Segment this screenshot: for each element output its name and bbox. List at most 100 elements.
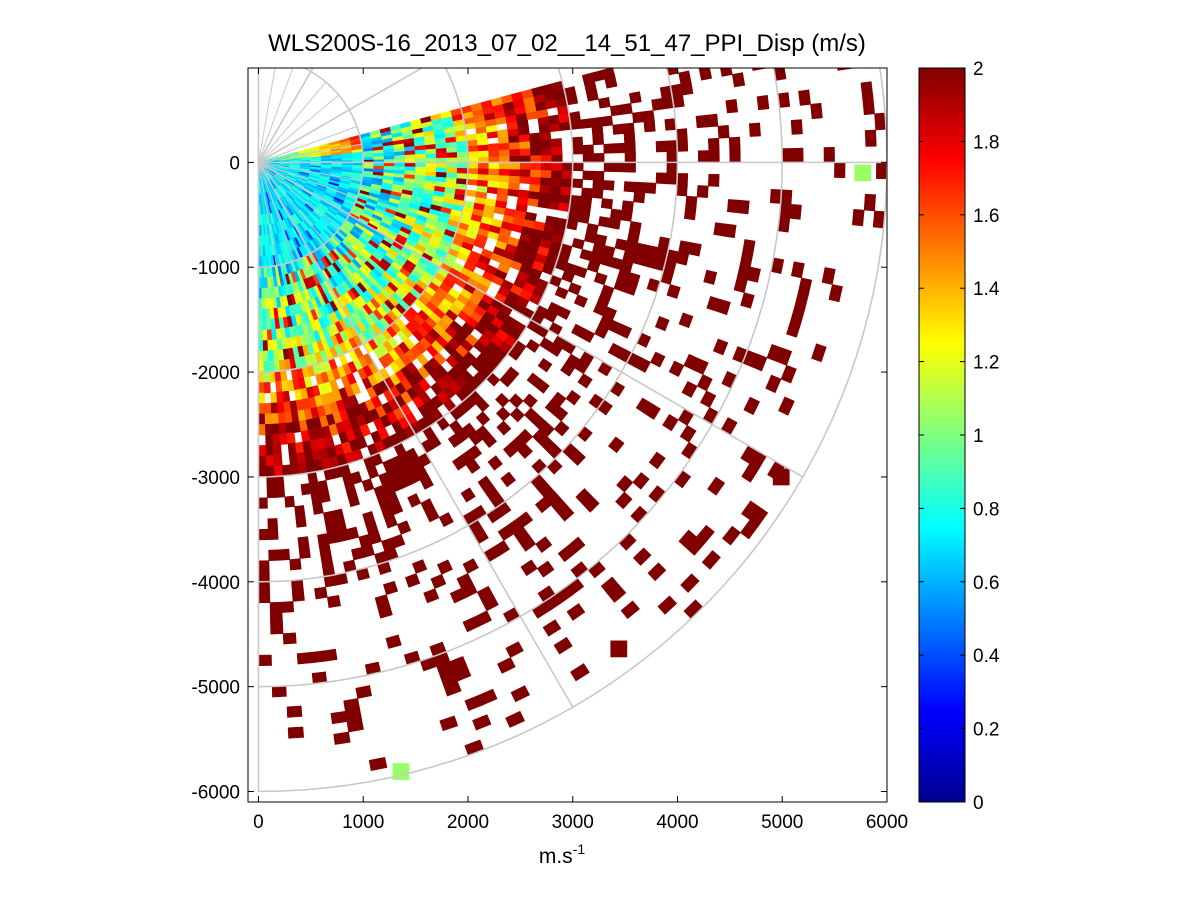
colorbar-tick-label: 0.8 [973,499,999,520]
ppi-cell [607,584,627,603]
x-tick-label: 1000 [342,812,384,833]
ppi-cell [666,151,678,163]
ppi-cell [535,536,553,554]
ppi-cell [729,149,741,163]
ppi-cell [488,162,500,170]
azimuth-spoke-fine [258,161,350,216]
ppi-cell [274,475,285,488]
ppi-cell [258,413,266,425]
y-tick-label: -2000 [191,363,240,384]
ppi-cell [437,559,453,575]
ppi-cell [488,155,500,163]
ppi-cell [582,170,594,181]
ppi-cell [438,512,454,528]
colorbar-tick-label: 1.6 [973,206,999,227]
ppi-cell [666,172,678,185]
azimuth-spoke-fine [258,161,340,231]
ppi-cell [493,540,510,557]
colorbar-tick-label: 1.4 [973,279,1000,300]
ppi-cell [769,188,782,204]
ppi-cell [289,558,302,571]
ppi-cell [466,172,479,180]
ppi-cell [623,132,636,144]
ppi-cell [592,170,605,181]
ppi-cell [258,581,271,593]
ppi-cell [319,490,331,503]
ppi-cell [274,465,284,477]
ppi-cell [487,143,500,151]
ppi-cell [748,122,761,137]
x-tick-label: 0 [253,812,264,833]
ppi-cell [540,138,552,148]
ppi-cell [726,199,740,214]
ppi-cell [569,449,586,466]
y-tick-label: -1000 [191,258,240,279]
x-tick-label: 5000 [761,812,803,833]
ppi-cell [566,603,586,621]
ppi-cell [602,180,615,191]
ppi-cell [810,102,823,120]
ppi-cell [475,411,491,426]
ppi-cell [540,162,553,171]
ppi-cell [703,269,718,285]
ppi-cell [462,558,479,574]
ppi-cell [657,595,678,615]
ppi-cell [481,595,499,612]
ppi-cell [837,68,849,71]
ppi-cell [737,199,750,215]
ppi-cell [466,178,479,186]
ppi-cell [258,497,268,509]
ppi-cell [275,486,286,498]
ppi-cell [552,406,569,422]
ppi-cell [519,147,532,156]
ppi-cell [330,710,348,725]
ppi-cell [725,99,739,114]
ppi-cell [496,129,509,138]
ppi-cell [404,165,416,171]
ppi-cell [707,173,720,187]
ppi-cell [875,162,887,180]
ppi-cell [695,114,708,129]
ppi-cell [696,524,715,545]
ppi-cell [622,122,635,134]
ppi-cell [488,168,500,176]
ppi-cell [427,434,442,449]
ppi-cell [509,155,521,163]
ppi-cell [508,141,521,150]
ppi-cell [542,619,562,637]
ppi-cell [609,208,623,221]
ppi-cell [654,316,670,332]
ppi-cell [578,204,592,216]
ppi-cell [624,152,636,163]
ppi-cell [524,211,537,222]
ppi-cell [487,174,500,182]
ppi-cell [581,187,594,198]
ppi-cell [592,134,605,146]
ppi-cell [291,589,305,602]
ppi-cell [712,338,729,356]
ppi-cell [529,139,542,149]
ppi-cell [666,140,678,153]
ppi-cell [608,436,625,454]
ppi-cell [650,351,666,368]
ppi-cell [258,403,266,415]
ppi-cell [467,162,479,169]
y-tick-label: -5000 [191,678,240,699]
azimuth-spoke-fine [258,161,362,182]
ppi-cell [628,221,642,234]
ppi-cell [467,167,479,175]
ppi-cell [294,505,306,518]
ppi-cell [731,72,746,88]
x-tick-label: 2000 [447,812,489,833]
ppi-cell [632,472,650,490]
ppi-cell [591,188,604,199]
azimuth-spoke-fine [258,162,312,254]
ppi-cell [551,154,563,163]
ppi-cell [258,560,270,572]
ppi-cell [258,424,266,436]
ppi-cell [272,433,282,446]
ppi-cell [404,573,421,588]
ppi-cell [557,504,575,522]
ppi-cell [626,272,641,286]
ppi-cell [594,233,608,246]
